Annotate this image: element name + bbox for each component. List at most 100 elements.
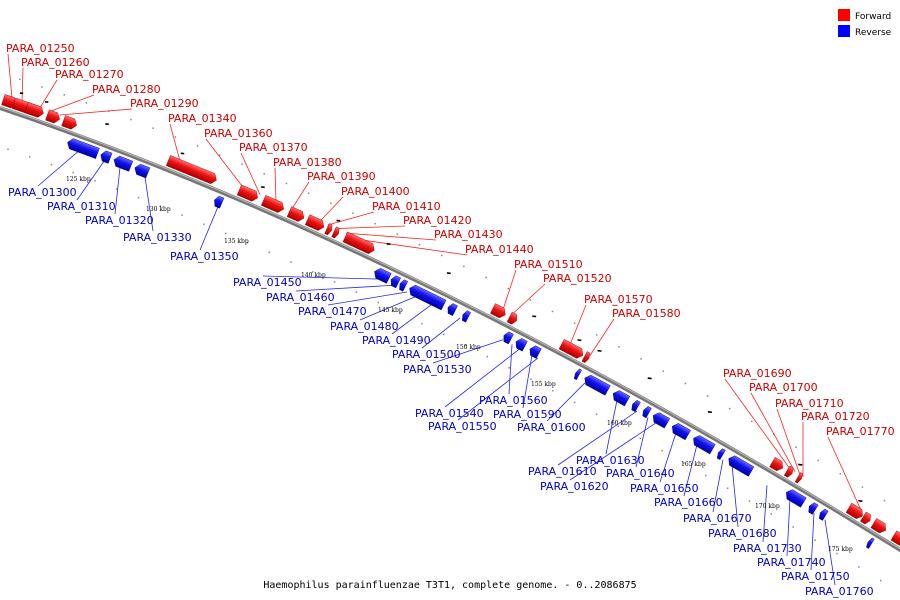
forward-leader-line (827, 436, 863, 513)
gene-group (808, 502, 819, 515)
gene-group (890, 530, 900, 546)
forward-gene-arrow (794, 472, 804, 484)
gene-group (728, 455, 755, 477)
gene-group (503, 331, 514, 345)
forward-gene-label: PARA_01580 (612, 307, 681, 320)
guide-dot (485, 276, 487, 279)
forward-leader-line (345, 232, 437, 241)
reverse-gene-label: PARA_01660 (654, 496, 723, 509)
forward-leader-line (511, 283, 546, 315)
guide-dot (268, 251, 270, 254)
reverse-gene-label: PARA_01540 (415, 407, 484, 420)
forward-gene-arrow (506, 311, 517, 325)
gene-group (558, 339, 584, 359)
forward-leader-line (724, 378, 791, 470)
guide-dot (377, 301, 379, 304)
gene-group (462, 310, 471, 323)
guide-dot (795, 446, 797, 448)
reverse-gene-label: PARA_01310 (47, 200, 116, 213)
guide-dot (307, 192, 310, 195)
reverse-gene-arrow (642, 406, 652, 419)
gene-group (818, 508, 829, 521)
gene-group (447, 303, 458, 316)
gene-group (529, 345, 542, 359)
gene-group (304, 214, 325, 231)
forward-leader-line (327, 211, 375, 226)
forward-gene-arrow (558, 339, 584, 359)
forward-leader-line (169, 123, 181, 162)
guide-dot (573, 322, 576, 324)
guide-dot (330, 202, 332, 204)
forward-gene-arrow (45, 109, 60, 124)
reverse-gene-label: PARA_01600 (517, 421, 586, 434)
forward-gene-label: PARA_01510 (514, 258, 583, 271)
gene-group (409, 284, 447, 311)
forward-gene-arrow (342, 231, 375, 254)
forward-gene-label: PARA_01570 (584, 293, 653, 306)
forward-leader-line (7, 53, 13, 99)
gene-group (693, 435, 716, 455)
forward-leader-line (319, 196, 344, 222)
guide-dot (152, 127, 154, 129)
forward-gene-arrow (236, 184, 258, 202)
reverse-leader-line (444, 348, 521, 408)
reverse-leader-line (37, 151, 79, 187)
reverse-gene-arrow (808, 502, 819, 515)
reverse-leader-line (683, 444, 698, 497)
genome-caption: Haemophilus parainfluenzae T3T1, complet… (263, 580, 636, 591)
reverse-gene-label: PARA_01480 (330, 320, 399, 333)
forward-leader-line (750, 392, 796, 473)
reverse-gene-arrow (503, 331, 514, 345)
gene-group (866, 537, 875, 549)
guide-dot (18, 78, 21, 81)
gene-group (286, 206, 305, 222)
guide-dot (28, 156, 31, 158)
forward-gene-label: PARA_01520 (543, 272, 612, 285)
reverse-leader-line (508, 344, 513, 395)
guide-dot (748, 500, 751, 502)
guide-dot (662, 370, 664, 372)
gene-group (45, 109, 60, 124)
gene-group (860, 511, 871, 525)
reverse-leader-line (327, 291, 408, 306)
gene-group (783, 465, 794, 478)
gene-group (113, 155, 134, 172)
forward-gene-label: PARA_01270 (55, 68, 124, 81)
reverse-gene-arrow (462, 310, 471, 323)
reverse-gene-arrow (409, 284, 447, 311)
forward-gene-arrow (890, 530, 900, 546)
guide-dot (137, 196, 140, 199)
reverse-gene-label: PARA_01530 (403, 363, 472, 376)
guide-dot (529, 299, 532, 301)
forward-gene-label: PARA_01400 (341, 185, 410, 198)
guide-dot (617, 425, 620, 428)
genome-backbone-highlight (0, 106, 900, 550)
forward-gene-arrow (261, 195, 284, 213)
forward-gene-arrow (24, 102, 44, 118)
guide-dot (72, 171, 74, 174)
forward-gene-label: PARA_01290 (130, 97, 199, 110)
reverse-gene-label: PARA_01470 (298, 305, 367, 318)
reverse-gene-label: PARA_01630 (576, 454, 645, 467)
reverse-gene-arrow (866, 537, 875, 549)
guide-dot (596, 334, 598, 336)
kbp-tick-label: 140 kbp (301, 272, 326, 279)
forward-leader-line (205, 138, 244, 188)
forward-gene-label: PARA_01710 (775, 397, 844, 410)
reverse-gene-label: PARA_01610 (528, 465, 597, 478)
forward-gene-label: PARA_01280 (92, 83, 161, 96)
reverse-gene-arrow (214, 195, 225, 209)
reverse-gene-label: PARA_01650 (630, 482, 699, 495)
guide-dot (312, 271, 314, 273)
reverse-gene-arrow (67, 138, 100, 159)
reverse-gene-label: PARA_01560 (479, 394, 548, 407)
reverse-gene-arrow (631, 400, 641, 413)
guide-dot (263, 173, 265, 175)
reverse-leader-line (76, 161, 105, 201)
gene-group (214, 195, 225, 209)
guide-dot (551, 310, 554, 313)
guide-dot (486, 355, 489, 358)
reverse-gene-label: PARA_01330 (123, 231, 192, 244)
reverse-leader-line (262, 275, 381, 280)
guide-dot (246, 242, 249, 244)
